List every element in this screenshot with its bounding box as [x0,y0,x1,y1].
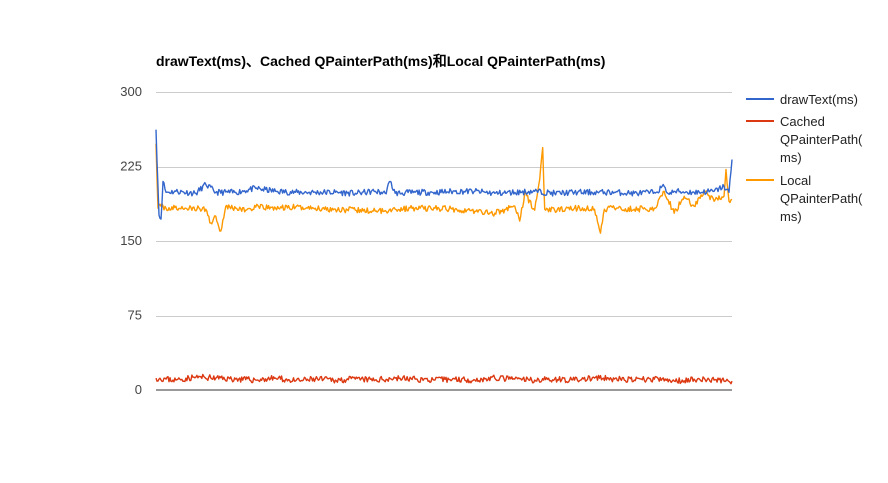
y-tick-label: 225 [120,159,142,174]
chart-title: drawText(ms)、Cached QPainterPath(ms)和Loc… [156,53,605,69]
legend-label: Local QPainterPath(ms) [780,173,863,224]
series-line-0 [155,129,733,220]
legend-label: Cached QPainterPath(ms) [780,114,863,165]
series-lines [155,129,733,385]
legend: drawText(ms) Cached QPainterPath(ms) Local Q… [746,92,863,224]
gridlines [156,92,732,317]
legend-label: drawText(ms) [780,92,858,107]
y-tick-label: 0 [135,382,142,397]
series-line-2 [155,143,733,234]
y-tick-label: 75 [128,308,142,323]
y-tick-label: 300 [120,84,142,99]
y-axis-ticks: 0 75 150 225 300 [120,84,142,397]
y-tick-label: 150 [120,233,142,248]
series-line-1 [155,373,733,385]
